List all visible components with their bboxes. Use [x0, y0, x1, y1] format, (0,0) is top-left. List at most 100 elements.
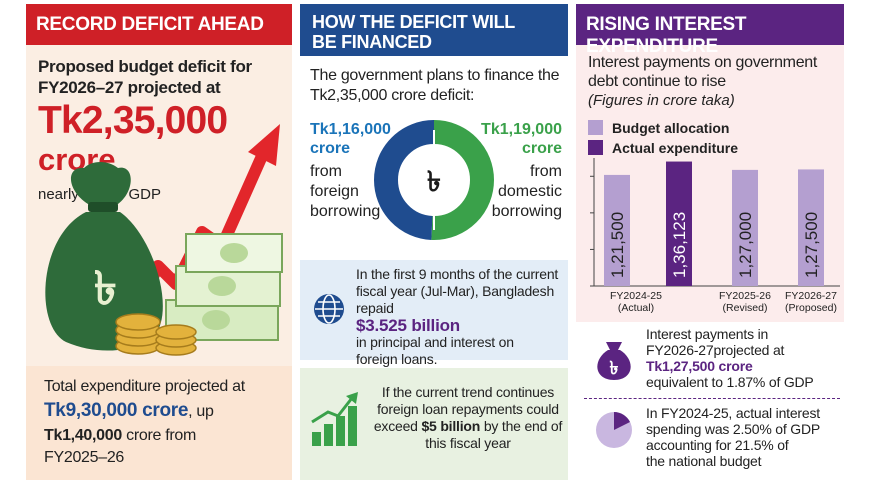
expenditure-line-3: Tk1,40,000 crore from: [44, 427, 196, 445]
pie-share-icon: [596, 412, 632, 448]
expenditure-box: [26, 366, 292, 480]
deficit-panel: RECORD DEFICIT AHEAD Proposed budget def…: [26, 4, 292, 480]
finance-plan-line-2: Tk2,35,000 crore deficit:: [310, 87, 475, 104]
foreign-text: from foreign borrowing: [310, 162, 380, 222]
repayment-amount: $3.525 billion: [356, 316, 460, 335]
repayment-line-5: foreign loans.: [356, 351, 438, 367]
coins-icon: [115, 313, 197, 356]
dashed-divider: [584, 398, 840, 399]
interest-info-text: In FY2024-25, actual interest spending w…: [646, 405, 842, 469]
globe-icon: [314, 294, 344, 324]
foreign-text-3: borrowing: [310, 203, 381, 220]
bar-budget-FY2025-26: [732, 169, 758, 286]
deficit-intro: Proposed budget deficit for FY2026–27 pr…: [38, 57, 252, 97]
x-tick-label: FY2026-27: [785, 290, 837, 302]
trend-line-1: If the current trend continues: [381, 384, 555, 400]
expenditure-line-1: Total expenditure projected at: [44, 378, 245, 395]
figures-note: (Figures in crore taka): [588, 92, 735, 109]
taka-symbol: ৳: [94, 261, 117, 315]
foreign-text-2: foreign: [310, 183, 359, 200]
financing-donut-chart: ৳: [374, 120, 494, 240]
bar-actual-FY2024-25: [666, 161, 692, 286]
x-tick-label: FY2025-26: [719, 290, 771, 302]
trend-text: If the current trend continues foreign l…: [370, 384, 566, 452]
donut-center: [414, 160, 454, 200]
bar-value-label: 1,21,500: [608, 212, 627, 278]
interest-projection-line-4: equivalent to 1.87% of GDP: [646, 374, 814, 390]
finance-plan: The government plans to finance the Tk2,…: [310, 66, 565, 106]
x-tick-sublabel: (Proposed): [785, 302, 837, 314]
trend-amount: $5 billion: [421, 418, 481, 434]
growth-chart-icon: [311, 392, 358, 446]
interest-projection-amount: Tk1,27,500 crore: [646, 358, 753, 374]
finance-panel: HOW THE DEFICIT WILL BE FINANCED The gov…: [300, 4, 568, 480]
bar-value-label: 1,36,123: [670, 212, 689, 278]
arrow-head-icon: [248, 124, 280, 166]
expenditure-increase: Tk1,40,000: [44, 427, 122, 444]
repayment-line-2: fiscal year (Jul-Mar), Bangladesh repaid: [356, 283, 555, 316]
money-bag-icon-purple: ৳: [597, 342, 631, 380]
x-tick-sublabel: (Actual): [618, 302, 654, 314]
interest-projection-line-2: FY2026-27projected at: [646, 342, 785, 358]
gdp-prefix: nearly: [38, 186, 79, 203]
money-bag-illustration: ৳: [45, 124, 283, 356]
trend-line-3: exceed $5 billion by the end of: [370, 418, 566, 435]
expenditure-increase-text: crore from: [121, 427, 197, 444]
repayment-text: In the first 9 months of the current fis…: [356, 266, 564, 368]
domestic-amount-label: Tk1,19,000 crore: [481, 120, 562, 158]
domestic-text-3: borrowing: [491, 203, 562, 220]
foreign-amount-label: Tk1,16,000 crore: [310, 120, 391, 158]
domestic-unit: crore: [521, 140, 562, 157]
donut-taka-icon: ৳: [427, 165, 441, 198]
bar-budget-FY2026-27: [798, 169, 824, 286]
trend-line-3-post: by the end of: [480, 418, 563, 434]
bar-value-label: 1,27,500: [802, 212, 821, 278]
deficit-header: RECORD DEFICIT AHEAD: [26, 4, 292, 45]
trend-line-4: this fiscal year: [425, 435, 511, 451]
trend-line-2: foreign loan repayments could: [377, 401, 559, 417]
interest-info-line-2: spending was 2.50% of GDP: [646, 421, 820, 437]
domestic-text-1: from: [530, 163, 562, 180]
legend-budget-swatch: [588, 120, 603, 135]
finance-header-line-1: HOW THE DEFICIT WILL: [312, 12, 515, 32]
legend-budget-label: Budget allocation: [612, 120, 730, 136]
expenditure-line-2: Tk9,30,000 crore, up: [44, 400, 214, 422]
interest-lower-section: [576, 322, 844, 480]
legend-actual: Actual expenditure: [588, 140, 738, 156]
interest-panel: RISING INTEREST EXPENDITURE Interest pay…: [576, 4, 844, 480]
interest-projection-line-1: Interest payments in: [646, 326, 769, 342]
legend-actual-label: Actual expenditure: [612, 140, 739, 156]
interest-projection-text: Interest payments in FY2026-27projected …: [646, 326, 842, 390]
bar-value-label: 1,27,000: [736, 212, 755, 278]
interest-description: Interest payments on government debt con…: [588, 53, 840, 91]
repayment-line-1: In the first 9 months of the current: [356, 266, 559, 282]
interest-info-line-4: the national budget: [646, 453, 762, 469]
domestic-text-2: domestic: [497, 183, 562, 200]
finance-header-line-2: BE FINANCED: [312, 32, 432, 52]
x-tick-sublabel: (Revised): [723, 302, 768, 314]
repayment-box: [300, 260, 568, 360]
interest-info-line-1: In FY2024-25, actual interest: [646, 405, 820, 421]
deficit-amount: Tk2,35,000: [38, 99, 228, 142]
finance-header: HOW THE DEFICIT WILL BE FINANCED: [300, 4, 568, 56]
interest-desc-line-1: Interest payments on government: [588, 54, 818, 71]
interest-bar-chart: 1,21,500 1,36,123 FY2024-25(Actual) 1,27,00…: [590, 158, 840, 314]
foreign-amount: Tk1,16,000: [310, 121, 391, 138]
domestic-text: from domestic borrowing: [492, 162, 562, 222]
legend-budget: Budget allocation: [588, 120, 729, 136]
foreign-unit: crore: [310, 140, 351, 157]
bar-budget-FY2024-25: [604, 174, 630, 286]
x-tick-label: FY2024-25: [610, 290, 662, 302]
bag-taka-symbol: ৳: [610, 358, 619, 379]
expenditure-amount: Tk9,30,000 crore: [44, 400, 189, 421]
foreign-text-1: from: [310, 163, 342, 180]
trend-line-3-pre: exceed: [373, 418, 422, 434]
interest-info-line-3: accounting for 21.5% of: [646, 437, 789, 453]
finance-plan-line-1: The government plans to finance the: [310, 67, 560, 84]
legend-actual-swatch: [588, 140, 603, 155]
cash-stack-icon: [165, 233, 283, 341]
repayment-line-4: in principal and interest on: [356, 334, 514, 350]
domestic-amount: Tk1,19,000: [481, 121, 562, 138]
expenditure-up: , up: [188, 403, 214, 420]
interest-header: RISING INTEREST EXPENDITURE: [576, 4, 844, 57]
